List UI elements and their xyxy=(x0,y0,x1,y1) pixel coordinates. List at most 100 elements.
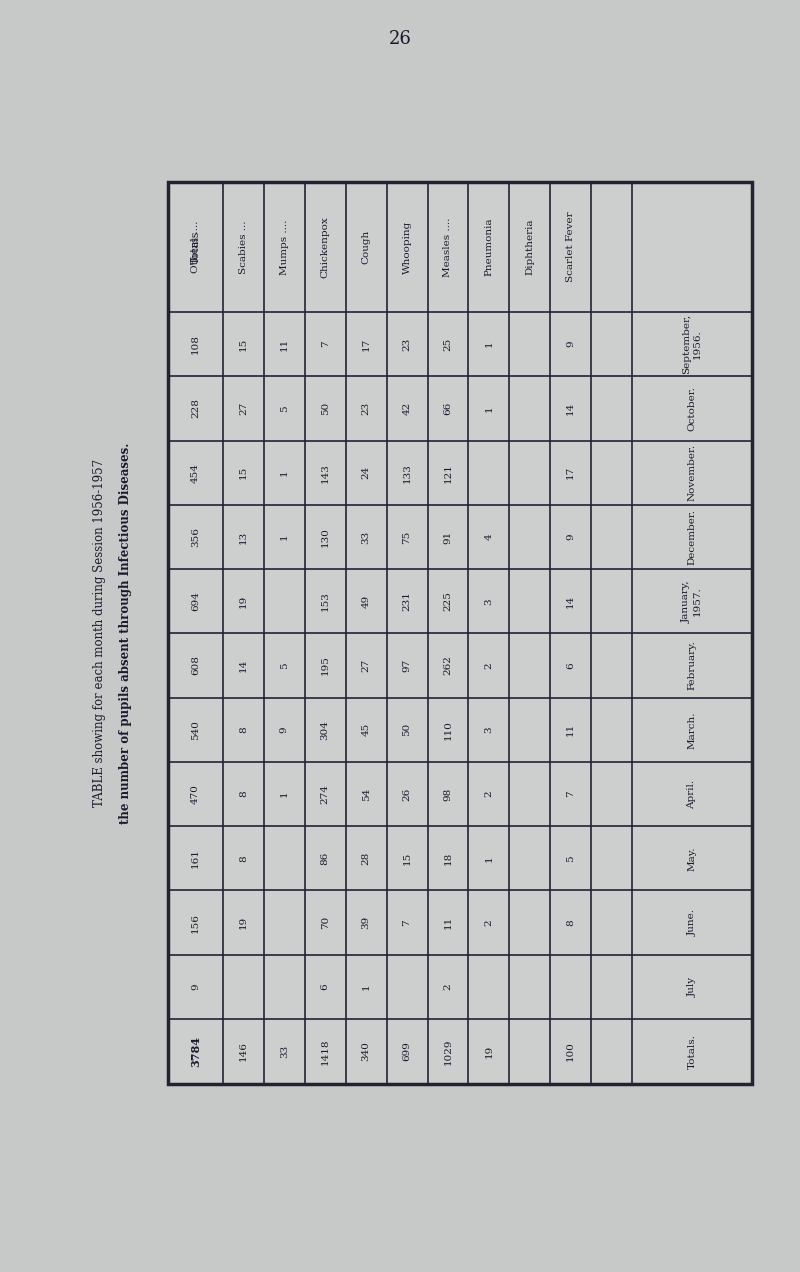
Text: 11: 11 xyxy=(443,916,453,930)
Text: May.: May. xyxy=(687,846,697,870)
Text: 45: 45 xyxy=(362,724,370,736)
Text: Mumps ....: Mumps .... xyxy=(280,219,289,275)
Text: 3784: 3784 xyxy=(190,1035,201,1067)
Polygon shape xyxy=(168,182,752,1084)
Text: 6: 6 xyxy=(566,663,575,669)
Text: 1: 1 xyxy=(484,341,494,347)
Text: 274: 274 xyxy=(321,784,330,804)
Text: 17: 17 xyxy=(362,337,370,351)
Text: November.: November. xyxy=(687,444,697,501)
Text: 98: 98 xyxy=(443,787,453,800)
Text: June.: June. xyxy=(687,909,697,936)
Text: 25: 25 xyxy=(443,337,453,351)
Text: 2: 2 xyxy=(443,983,453,990)
Text: the number of pupils absent through Infectious Diseases.: the number of pupils absent through Infe… xyxy=(118,443,131,824)
Text: March.: March. xyxy=(687,711,697,748)
Text: 54: 54 xyxy=(362,787,370,800)
Text: 15: 15 xyxy=(402,852,411,865)
Text: 8: 8 xyxy=(239,855,248,861)
Text: 86: 86 xyxy=(321,852,330,865)
Text: 108: 108 xyxy=(191,335,200,354)
Text: July: July xyxy=(687,977,697,997)
Text: 24: 24 xyxy=(362,466,370,480)
Text: 19: 19 xyxy=(239,916,248,930)
Text: December.: December. xyxy=(687,509,697,565)
Text: 2: 2 xyxy=(484,663,494,669)
Text: Cough: Cough xyxy=(362,230,370,265)
Text: 15: 15 xyxy=(239,466,248,480)
Text: 17: 17 xyxy=(566,466,575,480)
Text: 1: 1 xyxy=(280,534,289,541)
Text: October.: October. xyxy=(687,385,697,431)
Text: 39: 39 xyxy=(362,916,370,930)
Text: 1: 1 xyxy=(484,855,494,861)
Text: 26: 26 xyxy=(402,787,411,800)
Text: 1: 1 xyxy=(280,791,289,798)
Text: 49: 49 xyxy=(362,594,370,608)
Text: 33: 33 xyxy=(280,1044,289,1058)
Text: Scarlet Fever: Scarlet Fever xyxy=(566,211,575,282)
Text: Pneumonia: Pneumonia xyxy=(484,218,494,276)
Text: 11: 11 xyxy=(280,337,289,351)
Text: 133: 133 xyxy=(402,463,411,482)
Text: 3: 3 xyxy=(484,598,494,604)
Text: 5: 5 xyxy=(280,404,289,412)
Text: 1418: 1418 xyxy=(321,1038,330,1065)
Text: 18: 18 xyxy=(443,852,453,865)
Text: April.: April. xyxy=(687,780,697,809)
Text: 121: 121 xyxy=(443,463,453,482)
Text: 7: 7 xyxy=(566,791,575,798)
Text: 4: 4 xyxy=(484,534,494,541)
Text: 8: 8 xyxy=(239,791,248,798)
Text: 7: 7 xyxy=(402,920,411,926)
Text: 608: 608 xyxy=(191,655,200,675)
Text: 156: 156 xyxy=(191,912,200,932)
Text: 15: 15 xyxy=(239,337,248,351)
Text: 153: 153 xyxy=(321,591,330,611)
Text: 97: 97 xyxy=(402,659,411,672)
Text: 262: 262 xyxy=(443,655,453,675)
Text: 228: 228 xyxy=(191,398,200,418)
Text: 66: 66 xyxy=(443,402,453,415)
Text: 11: 11 xyxy=(566,724,575,736)
Text: 27: 27 xyxy=(239,402,248,415)
Text: 5: 5 xyxy=(280,663,289,669)
Text: Measles ....: Measles .... xyxy=(443,218,453,277)
Text: 50: 50 xyxy=(321,402,330,415)
Text: 8: 8 xyxy=(239,726,248,733)
Text: 340: 340 xyxy=(362,1042,370,1061)
Text: 356: 356 xyxy=(191,527,200,547)
Text: 28: 28 xyxy=(362,852,370,865)
Text: 23: 23 xyxy=(402,337,411,351)
Text: 23: 23 xyxy=(362,402,370,415)
Text: 100: 100 xyxy=(566,1042,575,1061)
Text: 225: 225 xyxy=(443,591,453,611)
Text: 5: 5 xyxy=(566,855,575,861)
Text: 9: 9 xyxy=(566,341,575,347)
Text: 42: 42 xyxy=(402,402,411,415)
Text: 26: 26 xyxy=(389,31,411,48)
Text: 19: 19 xyxy=(239,594,248,608)
Text: 8: 8 xyxy=(566,920,575,926)
Text: Totals.: Totals. xyxy=(687,1034,697,1068)
Text: 19: 19 xyxy=(484,1044,494,1058)
Text: 143: 143 xyxy=(321,463,330,482)
Text: 195: 195 xyxy=(321,655,330,675)
Text: January,
1957.: January, 1957. xyxy=(682,580,702,622)
Text: 13: 13 xyxy=(239,530,248,543)
Text: 2: 2 xyxy=(484,920,494,926)
Text: Others ....: Others .... xyxy=(191,221,200,273)
Text: September,
1956.: September, 1956. xyxy=(682,314,702,374)
Text: 50: 50 xyxy=(402,724,411,736)
Text: February.: February. xyxy=(687,641,697,691)
Text: 694: 694 xyxy=(191,591,200,611)
Text: 161: 161 xyxy=(191,848,200,869)
Text: 14: 14 xyxy=(566,594,575,608)
Text: 7: 7 xyxy=(321,341,330,347)
Text: 3: 3 xyxy=(484,726,494,733)
Text: 454: 454 xyxy=(191,463,200,482)
Text: 304: 304 xyxy=(321,720,330,740)
Text: TABLE showing for each month during Session 1956-1957: TABLE showing for each month during Sess… xyxy=(94,459,106,806)
Text: Chickenpox: Chickenpox xyxy=(321,216,330,277)
Text: 14: 14 xyxy=(239,659,248,672)
